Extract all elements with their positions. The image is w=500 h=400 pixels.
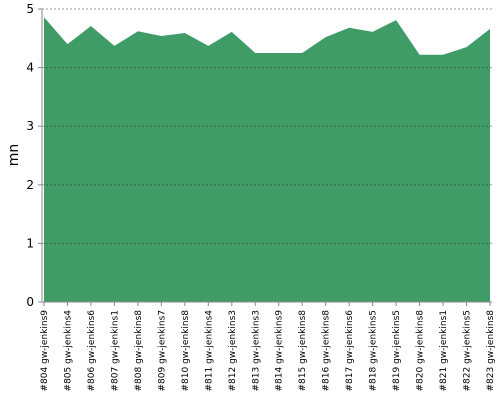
x-tick-label: #807 gw-jenkins1 — [110, 310, 120, 391]
x-tick-label: #817 gw-jenkins6 — [345, 310, 355, 392]
x-tick-label: #812 gw-jenkins3 — [228, 310, 238, 391]
x-tick-label: #811 gw-jenkins4 — [204, 310, 214, 392]
x-tick-label: #808 gw-jenkins8 — [134, 310, 144, 392]
x-tick-label: #810 gw-jenkins8 — [181, 310, 191, 392]
x-tick-label: #816 gw-jenkins8 — [322, 310, 332, 392]
x-tick-label: #820 gw-jenkins8 — [416, 310, 426, 392]
y-tick-label: 2 — [26, 178, 34, 192]
y-tick-label: 5 — [26, 2, 34, 16]
x-tick-label: #819 gw-jenkins5 — [392, 310, 402, 391]
x-tick-label: #822 gw-jenkins5 — [463, 310, 473, 391]
area — [44, 17, 490, 302]
y-axis-label: mn — [6, 144, 22, 167]
x-tick-label: #809 gw-jenkins7 — [157, 310, 167, 391]
x-tick-label: #818 gw-jenkins5 — [369, 310, 379, 391]
x-tick-label: #815 gw-jenkins8 — [298, 310, 308, 392]
y-tick-label: 3 — [26, 119, 34, 133]
x-tick-label: #806 gw-jenkins6 — [87, 310, 97, 392]
x-tick-label: #821 gw-jenkins1 — [439, 310, 449, 391]
y-tick-label: 4 — [26, 61, 34, 75]
x-tick-label: #804 gw-jenkins9 — [40, 310, 50, 392]
y-tick-label: 1 — [26, 236, 34, 250]
x-tick-label: #805 gw-jenkins4 — [63, 310, 73, 392]
y-tick-label: 0 — [26, 295, 34, 309]
x-tick-label: #813 gw-jenkins3 — [251, 310, 261, 391]
x-tick-label: #814 gw-jenkins9 — [275, 310, 285, 392]
x-tick-label: #823 gw-jenkins8 — [486, 310, 496, 392]
